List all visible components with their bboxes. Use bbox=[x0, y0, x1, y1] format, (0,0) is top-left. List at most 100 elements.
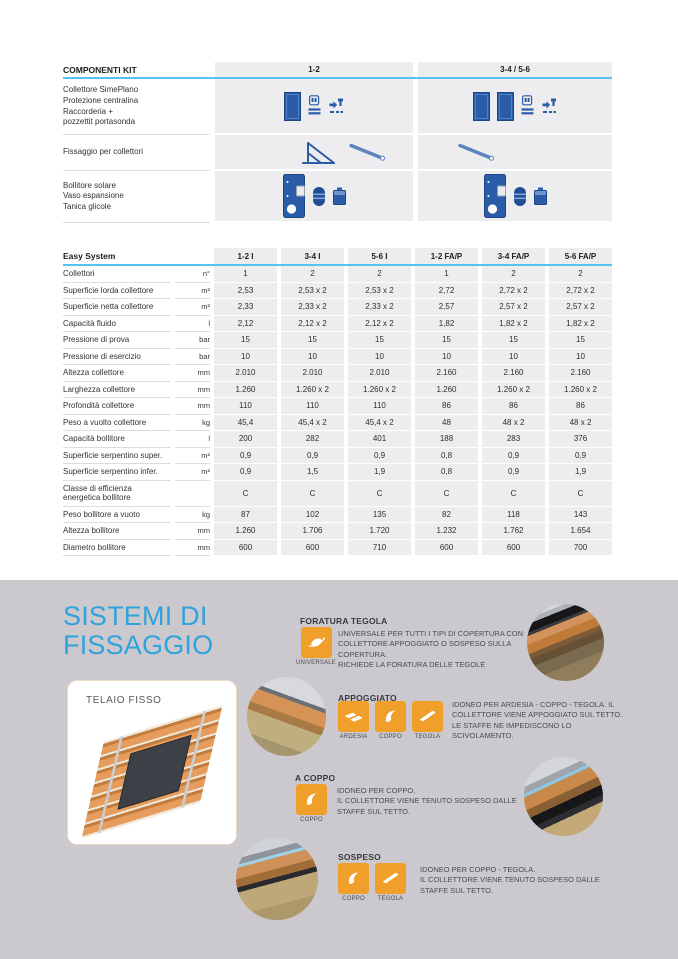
spec-row-unit: mm bbox=[175, 540, 210, 556]
spec-value-cell: 48 x 2 bbox=[549, 414, 612, 431]
spec-value-cell: 1.260 bbox=[214, 381, 277, 398]
spec-row-label: Profondità collettore bbox=[63, 398, 171, 415]
spec-value-cell: 0,9 bbox=[482, 464, 545, 481]
spec-value-cell: 1.260 x 2 bbox=[549, 381, 612, 398]
spec-row-unit: kg bbox=[175, 507, 210, 523]
spec-value-cell: 600 bbox=[214, 539, 277, 556]
kit-row-label: Collettore SimePlano Protezione centrali… bbox=[63, 79, 210, 135]
boiler-icon bbox=[282, 174, 305, 218]
spec-value-cell: 0,8 bbox=[415, 447, 478, 464]
spec-value-cell: C bbox=[348, 480, 411, 507]
roof-type-badge: ARDESIA bbox=[338, 701, 369, 740]
spec-value-cell: 1,82 bbox=[415, 315, 478, 332]
spec-column-header: 5-6 FA/P bbox=[549, 248, 612, 264]
spec-row-unit: l bbox=[175, 316, 210, 332]
ardesia-icon bbox=[338, 701, 369, 732]
spec-row-label: Superficie serpentino infer. bbox=[63, 464, 171, 481]
spec-table-row: Superficie lorda collettore m² 2,53 2,53 x … bbox=[63, 282, 612, 299]
spec-value-cell: 143 bbox=[549, 506, 612, 523]
spec-value-cell: 10 bbox=[281, 348, 344, 365]
spec-value-cell: 600 bbox=[415, 539, 478, 556]
spec-value-cell: 15 bbox=[482, 332, 545, 349]
spec-value-cell: 102 bbox=[281, 506, 344, 523]
expansion-vessel-icon bbox=[312, 186, 326, 207]
spec-row-unit: m² bbox=[175, 283, 210, 299]
spec-value-cell: C bbox=[482, 480, 545, 507]
roof-type-badge-label: COPPO bbox=[300, 817, 323, 823]
spec-table-row: Superficie serpentino infer. m² 0,9 1,5 1,9 0… bbox=[63, 464, 612, 481]
collector-panel-icon bbox=[473, 91, 490, 121]
spec-value-cell: 86 bbox=[482, 398, 545, 415]
spec-value-cell: 0,9 bbox=[281, 447, 344, 464]
spec-rows: Collettori n° 1 2 2 1 2 2 Superficie lorda colle… bbox=[63, 266, 612, 556]
spec-value-cell: 10 bbox=[482, 348, 545, 365]
spec-value-cell: 2,12 x 2 bbox=[281, 315, 344, 332]
spec-value-cell: 1.260 x 2 bbox=[482, 381, 545, 398]
spec-value-cell: C bbox=[549, 480, 612, 507]
roof-detail-photo bbox=[524, 757, 603, 836]
spec-row-label: Larghezza collettore bbox=[63, 382, 171, 398]
spec-row-label: Superficie lorda collettore bbox=[63, 283, 171, 299]
spec-row-label: Pressione di prova bbox=[63, 332, 171, 349]
spec-value-cell: 2.010 bbox=[214, 365, 277, 382]
glycol-tank-icon bbox=[332, 187, 346, 205]
roof-detail-photo bbox=[527, 604, 604, 681]
spec-value-cell: 0,9 bbox=[214, 447, 277, 464]
kit-icons-cell bbox=[418, 171, 612, 223]
spec-value-cell: 1.706 bbox=[281, 523, 344, 540]
spec-row-unit bbox=[175, 481, 210, 507]
spec-value-cell: 2,33 bbox=[214, 299, 277, 316]
spec-value-cell: 0,9 bbox=[482, 447, 545, 464]
boiler-icon bbox=[483, 174, 506, 218]
spec-value-cell: 2,57 bbox=[415, 299, 478, 316]
spec-value-cell: 2,72 x 2 bbox=[482, 282, 545, 299]
collector-panel-illustration bbox=[117, 734, 193, 810]
spec-row-label: Pressione di esercizio bbox=[63, 349, 171, 365]
spec-table-row: Classe di efficienza energetica bollitor… bbox=[63, 480, 612, 507]
spec-row-label: Superficie netta collettore bbox=[63, 299, 171, 316]
spec-value-cell: 118 bbox=[482, 506, 545, 523]
roof-type-badge: UNIVERSALE bbox=[296, 627, 336, 666]
spec-value-cell: 2 bbox=[482, 266, 545, 283]
spec-value-cell: 2,57 x 2 bbox=[549, 299, 612, 316]
roof-type-badge-label: COPPO bbox=[342, 896, 365, 902]
spec-value-cell: 1,9 bbox=[549, 464, 612, 481]
spec-value-cell: 87 bbox=[214, 506, 277, 523]
fittings-icon bbox=[328, 97, 344, 116]
spec-value-cell: 1.260 x 2 bbox=[348, 381, 411, 398]
spec-row-unit: m² bbox=[175, 448, 210, 464]
tegola-icon bbox=[375, 863, 406, 894]
roof-type-badge-label: TEGOLA bbox=[414, 734, 441, 740]
spec-table-title: Easy System bbox=[63, 251, 116, 261]
spec-value-cell: 700 bbox=[549, 539, 612, 556]
spec-value-cell: C bbox=[281, 480, 344, 507]
kit-icons-cell bbox=[215, 79, 413, 135]
coppo-icon bbox=[375, 701, 406, 732]
spec-value-cell: 15 bbox=[214, 332, 277, 349]
spec-value-cell: 600 bbox=[281, 539, 344, 556]
spec-value-cell: 86 bbox=[549, 398, 612, 415]
spec-value-cell: 2,33 x 2 bbox=[348, 299, 411, 316]
spec-column-header: 3-4 I bbox=[281, 248, 344, 264]
spec-value-cell: 0,9 bbox=[549, 447, 612, 464]
spec-table-row: Superficie serpentino super. m² 0,9 0,9 0,9 0… bbox=[63, 447, 612, 464]
spec-value-cell: 200 bbox=[214, 431, 277, 448]
spec-value-cell: C bbox=[214, 480, 277, 507]
spec-value-cell: 15 bbox=[549, 332, 612, 349]
spec-table-row: Capacità fluido l 2,12 2,12 x 2 2,12 x 2 1,82… bbox=[63, 315, 612, 332]
spec-value-cell: 188 bbox=[415, 431, 478, 448]
roof-type-badges: UNIVERSALE bbox=[296, 627, 336, 666]
spec-value-cell: 135 bbox=[348, 506, 411, 523]
spec-value-cell: 10 bbox=[415, 348, 478, 365]
spec-value-cell: 0,9 bbox=[348, 447, 411, 464]
spec-value-cell: 82 bbox=[415, 506, 478, 523]
easy-system-table: Easy System 1-2 I 3-4 I 5-6 I 1-2 FA/P 3-4 F… bbox=[63, 248, 612, 556]
roof-type-badges: ARDESIA COPPO TEGOLA bbox=[338, 701, 443, 740]
kit-icons-cell bbox=[418, 135, 612, 171]
spec-row-label: Peso a vuolto collettore bbox=[63, 415, 171, 431]
spec-value-cell: 2 bbox=[348, 266, 411, 283]
spec-row-unit: bar bbox=[175, 332, 210, 349]
spec-value-cell: 15 bbox=[281, 332, 344, 349]
spec-value-cell: 1.762 bbox=[482, 523, 545, 540]
kit-table-row: Fissaggio per collettori bbox=[63, 135, 612, 171]
